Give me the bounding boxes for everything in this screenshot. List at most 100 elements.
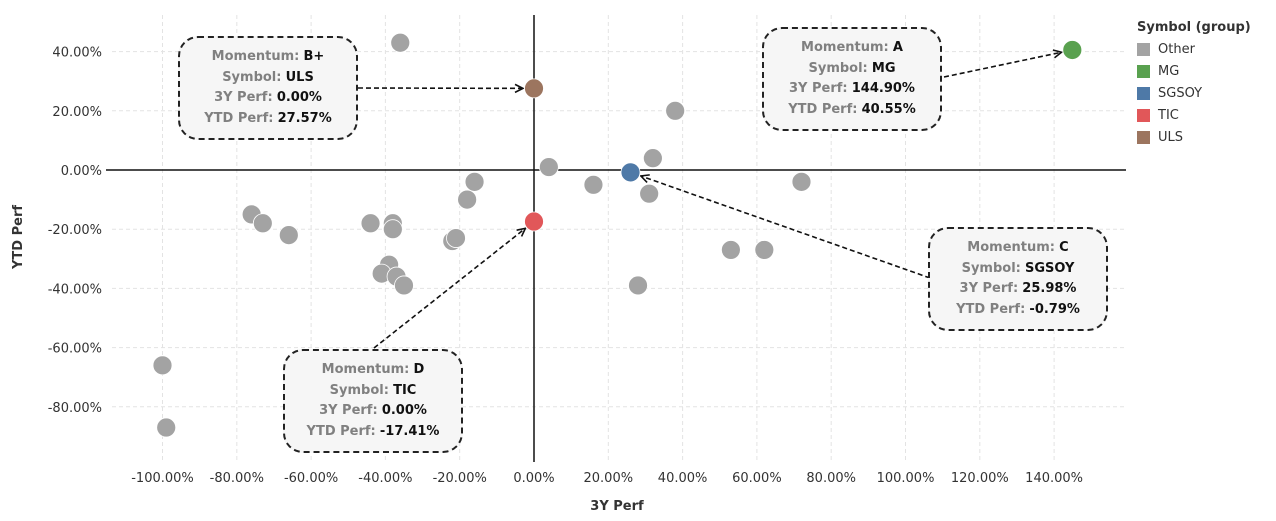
arrow-tic xyxy=(373,228,525,349)
momentum-label: Momentum: xyxy=(967,240,1055,255)
ytd-label: YTD Perf: xyxy=(956,301,1026,317)
symbol-label: Symbol: xyxy=(961,260,1021,276)
data-point-other[interactable] xyxy=(583,174,604,195)
symbol-value: SGSOY xyxy=(1025,260,1075,276)
data-point-other[interactable] xyxy=(278,225,299,246)
x-tick-label: -80.00% xyxy=(210,471,264,486)
data-point-other[interactable] xyxy=(382,219,403,240)
perf3y-value: 25.98% xyxy=(1022,281,1077,296)
legend-item-mg[interactable]: MG xyxy=(1137,60,1251,82)
data-point-other[interactable] xyxy=(252,213,273,234)
legend-label-sgsoy: SGSOY xyxy=(1158,85,1203,101)
annotation-mg: Momentum: A Symbol: MG 3Y Perf: 144.90% … xyxy=(762,27,942,131)
perf3y-label: 3Y Perf: xyxy=(789,81,848,96)
symbol-label: Symbol: xyxy=(808,60,868,76)
arrow-mg xyxy=(943,52,1062,78)
data-point-other[interactable] xyxy=(152,355,173,376)
x-tick-label: 120.00% xyxy=(951,471,1009,486)
momentum-value: A xyxy=(892,40,903,55)
x-tick-label: 140.00% xyxy=(1025,471,1083,486)
perf3y-value: 144.90% xyxy=(851,81,915,96)
legend: Symbol (group) Other MG SGSOY TIC ULS xyxy=(1137,20,1251,148)
data-point-other[interactable] xyxy=(720,240,741,260)
annotation-arrows xyxy=(357,52,1062,349)
legend-label-other: Other xyxy=(1158,41,1195,57)
legend-swatch-mg xyxy=(1137,64,1150,78)
momentum-label: Momentum: xyxy=(211,49,300,64)
annotation-uls: Momentum: B+ Symbol: ULS 3Y Perf: 0.00% … xyxy=(178,36,358,140)
data-point-uls[interactable] xyxy=(524,78,544,99)
y-tick-label: -20.00% xyxy=(48,223,102,238)
data-point-other[interactable] xyxy=(360,213,381,234)
ytd-value: -0.79% xyxy=(1029,301,1080,317)
data-point-other[interactable] xyxy=(464,171,485,192)
x-tick-label: -40.00% xyxy=(358,471,412,486)
data-point-tic[interactable] xyxy=(524,211,544,232)
data-point-sgsoy[interactable] xyxy=(620,162,641,183)
legend-label-mg: MG xyxy=(1158,63,1180,79)
legend-title: Symbol (group) xyxy=(1137,20,1251,35)
data-point-other[interactable] xyxy=(390,32,411,53)
legend-item-other[interactable]: Other xyxy=(1137,38,1251,60)
y-tick-label: 0.00% xyxy=(61,164,102,179)
y-axis-title: YTD Perf xyxy=(11,205,26,270)
y-tick-label: -80.00% xyxy=(48,401,102,416)
legend-label-tic: TIC xyxy=(1158,107,1179,123)
y-tick-label: 20.00% xyxy=(52,105,102,120)
perf3y-label: 3Y Perf: xyxy=(959,281,1019,296)
legend-item-uls[interactable]: ULS xyxy=(1137,126,1251,148)
x-tick-label: 100.00% xyxy=(877,471,935,486)
data-point-other[interactable] xyxy=(156,417,177,438)
legend-item-tic[interactable]: TIC xyxy=(1137,104,1251,126)
perf3y-value: 0.00% xyxy=(381,403,427,418)
ytd-value: -17.41% xyxy=(379,423,440,439)
ytd-value: 27.57% xyxy=(277,110,332,126)
ytd-value: 40.55% xyxy=(861,101,916,117)
momentum-value: B+ xyxy=(303,49,325,64)
legend-item-sgsoy[interactable]: SGSOY xyxy=(1137,82,1251,104)
data-point-other[interactable] xyxy=(394,275,414,296)
x-tick-label: 60.00% xyxy=(732,471,782,486)
ytd-label: YTD Perf: xyxy=(306,423,376,439)
data-point-other[interactable] xyxy=(791,171,812,192)
annotation-tic: Momentum: D Symbol: TIC 3Y Perf: 0.00% Y… xyxy=(283,349,463,453)
data-points xyxy=(152,32,1083,438)
data-point-other[interactable] xyxy=(446,228,466,248)
ytd-label: YTD Perf: xyxy=(204,110,274,126)
symbol-value: ULS xyxy=(285,69,314,85)
x-axis-title: 3Y Perf xyxy=(590,499,644,514)
symbol-label: Symbol: xyxy=(222,69,282,85)
perf3y-label: 3Y Perf: xyxy=(214,90,273,105)
arrow-sgsoy xyxy=(641,176,931,279)
legend-swatch-sgsoy xyxy=(1137,86,1150,100)
symbol-label: Symbol: xyxy=(329,382,389,398)
momentum-value: D xyxy=(413,362,425,377)
legend-swatch-other xyxy=(1137,42,1150,56)
momentum-label: Momentum: xyxy=(321,362,410,377)
x-tick-label: 40.00% xyxy=(658,471,708,486)
x-tick-label: 80.00% xyxy=(806,471,856,486)
legend-label-uls: ULS xyxy=(1158,129,1184,145)
x-tick-label: 0.00% xyxy=(513,471,554,486)
data-point-other[interactable] xyxy=(628,275,648,296)
data-point-other[interactable] xyxy=(754,240,775,260)
data-point-other[interactable] xyxy=(665,100,686,121)
y-tick-label: -40.00% xyxy=(48,282,102,297)
annotation-sgsoy: Momentum: C Symbol: SGSOY 3Y Perf: 25.98… xyxy=(928,227,1108,331)
data-point-other[interactable] xyxy=(642,148,663,169)
symbol-value: TIC xyxy=(393,382,417,398)
symbol-value: MG xyxy=(871,60,896,76)
x-tick-label: 20.00% xyxy=(584,471,634,486)
ytd-label: YTD Perf: xyxy=(788,101,858,117)
data-point-other[interactable] xyxy=(639,183,660,204)
data-point-other[interactable] xyxy=(457,189,478,210)
legend-swatch-tic xyxy=(1137,108,1150,122)
momentum-value: C xyxy=(1059,240,1069,255)
data-point-other[interactable] xyxy=(538,157,559,177)
x-tick-label: -20.00% xyxy=(433,471,487,486)
tick-labels: -100.00% -80.00% -60.00% -40.00% -20.00% 0.00… xyxy=(48,46,1083,486)
data-point-mg[interactable] xyxy=(1062,40,1083,60)
momentum-label: Momentum: xyxy=(801,40,889,55)
y-tick-label: -60.00% xyxy=(48,342,102,357)
